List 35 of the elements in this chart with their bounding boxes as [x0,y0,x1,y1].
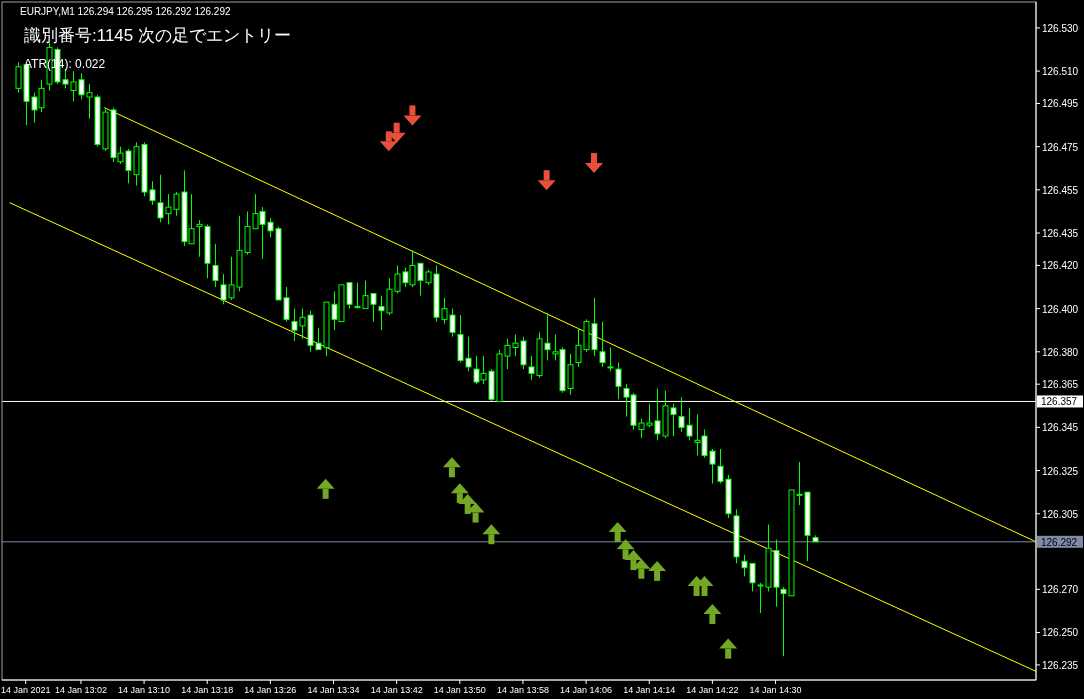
candlestick [599,321,606,368]
y-tick-label: 126.495 [1042,98,1079,110]
y-tick-label: 126.455 [1042,184,1079,196]
y-tick-label: 126.305 [1042,508,1079,520]
x-tick-label: 14 Jan 13:02 [54,685,107,695]
y-tick-label: 126.250 [1042,627,1079,639]
x-tick-label: 14 Jan 14:30 [749,685,802,695]
y-tick-label: 126.270 [1042,584,1079,596]
y-tick-label: 126.235 [1042,659,1079,671]
x-tick-label: 14 Jan 14:06 [560,685,613,695]
y-tick-label: 126.345 [1042,422,1079,434]
text: 識別番号:1145 次の足でエントリー [24,26,292,45]
x-tick-label: 14 Jan 14:14 [623,685,676,695]
y-tick-label: 126.530 [1042,22,1079,34]
x-tick-label: 14 Jan 2021 [1,685,51,695]
y-tick-label: 126.510 [1042,66,1079,78]
y-tick-label: 126.365 [1042,379,1079,391]
x-tick-label: 14 Jan 13:50 [433,685,486,695]
x-tick-label: 14 Jan 14:22 [686,685,739,695]
x-tick-label: 14 Jan 13:26 [244,685,297,695]
chart-title: EURJPY,M1 126.294 126.295 126.292 126.292 [20,6,231,17]
x-tick-label: 14 Jan 13:42 [370,685,423,695]
ref-line-label: 126.357 [1041,396,1078,408]
y-tick-label: 126.475 [1042,141,1079,153]
y-tick-label: 126.325 [1042,465,1079,477]
ref-line-label: 126.292 [1041,536,1078,548]
y-tick-label: 126.400 [1042,303,1079,315]
x-tick-label: 14 Jan 13:10 [118,685,171,695]
y-tick-label: 126.420 [1042,260,1079,272]
x-tick-label: 14 Jan 13:18 [181,685,234,695]
y-tick-label: 126.380 [1042,346,1079,358]
x-tick-label: 14 Jan 13:34 [307,685,360,695]
candlestick [212,243,219,288]
x-tick-label: 14 Jan 13:58 [496,685,549,695]
y-tick-label: 126.435 [1042,228,1079,240]
